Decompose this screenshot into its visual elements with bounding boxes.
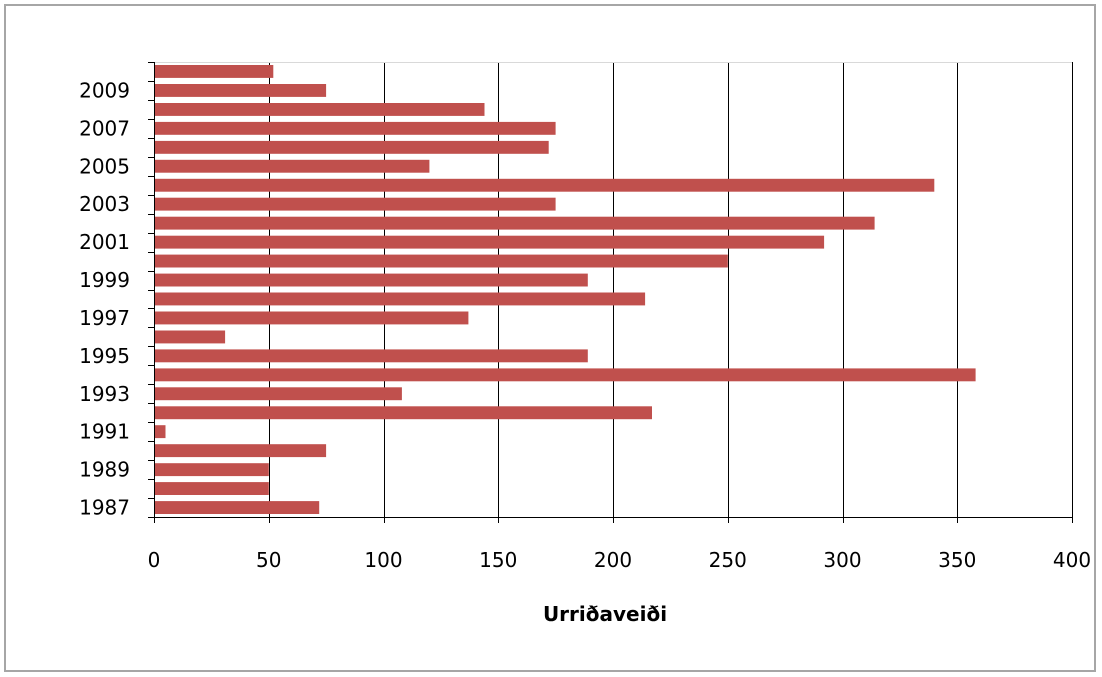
bar-1995 (154, 349, 588, 363)
bar-1997 (154, 311, 469, 325)
y-tick-label-1997: 1997 (79, 306, 130, 330)
bar-2006 (154, 140, 549, 154)
bar-2008 (154, 103, 485, 116)
bar-1988 (154, 482, 269, 495)
x-tick-label-50: 50 (256, 548, 281, 572)
x-tick-label-400: 400 (1053, 548, 1091, 572)
y-tick-label-1991: 1991 (79, 420, 130, 444)
bar-1996 (154, 330, 226, 344)
bar-2001 (154, 235, 825, 249)
bar-1994 (154, 368, 976, 382)
axes (148, 62, 1073, 523)
bar-1999 (154, 273, 588, 287)
bar-1990 (154, 444, 327, 458)
x-tick-label-350: 350 (938, 548, 976, 572)
bar-2007 (154, 121, 556, 135)
y-tick-label-1987: 1987 (79, 496, 130, 520)
y-tick-label-2009: 2009 (79, 78, 130, 102)
x-tick-label-250: 250 (709, 548, 747, 572)
bar-1992 (154, 406, 652, 420)
x-tick-label-150: 150 (479, 548, 517, 572)
y-tick-label-1989: 1989 (79, 458, 130, 482)
y-tick-labels: 1987 1989 1991 1993 1995 1997 1999 2001 2003 2005… (79, 78, 130, 519)
bar-2010 (154, 65, 274, 78)
bar-2000 (154, 254, 728, 268)
x-tick-label-0: 0 (148, 548, 161, 572)
y-tick-label-1993: 1993 (79, 382, 130, 406)
gridlines (269, 62, 1073, 517)
bar-1993 (154, 387, 402, 401)
bar-1991 (154, 425, 166, 439)
bar-1998 (154, 292, 646, 306)
bar-2003 (154, 197, 556, 211)
bar-1987 (154, 501, 320, 514)
x-tick-label-100: 100 (364, 548, 402, 572)
bar-2002 (154, 216, 875, 230)
y-tick-label-2005: 2005 (79, 154, 130, 178)
x-tick-label-200: 200 (594, 548, 632, 572)
y-tick-label-1999: 1999 (79, 268, 130, 292)
y-tick-label-1995: 1995 (79, 344, 130, 368)
y-tick-label-2001: 2001 (79, 230, 130, 254)
x-axis-title: Urriðaveiði (543, 602, 667, 626)
bar-2004 (154, 178, 935, 192)
bars (154, 65, 976, 514)
x-tick-labels: 0 50 100 150 200 250 300 350 400 (148, 548, 1091, 572)
bar-2005 (154, 159, 430, 173)
x-tick-label-300: 300 (823, 548, 861, 572)
y-tick-label-2007: 2007 (79, 116, 130, 140)
bar-1989 (154, 463, 269, 477)
bar-2009 (154, 84, 327, 97)
y-tick-label-2003: 2003 (79, 192, 130, 216)
